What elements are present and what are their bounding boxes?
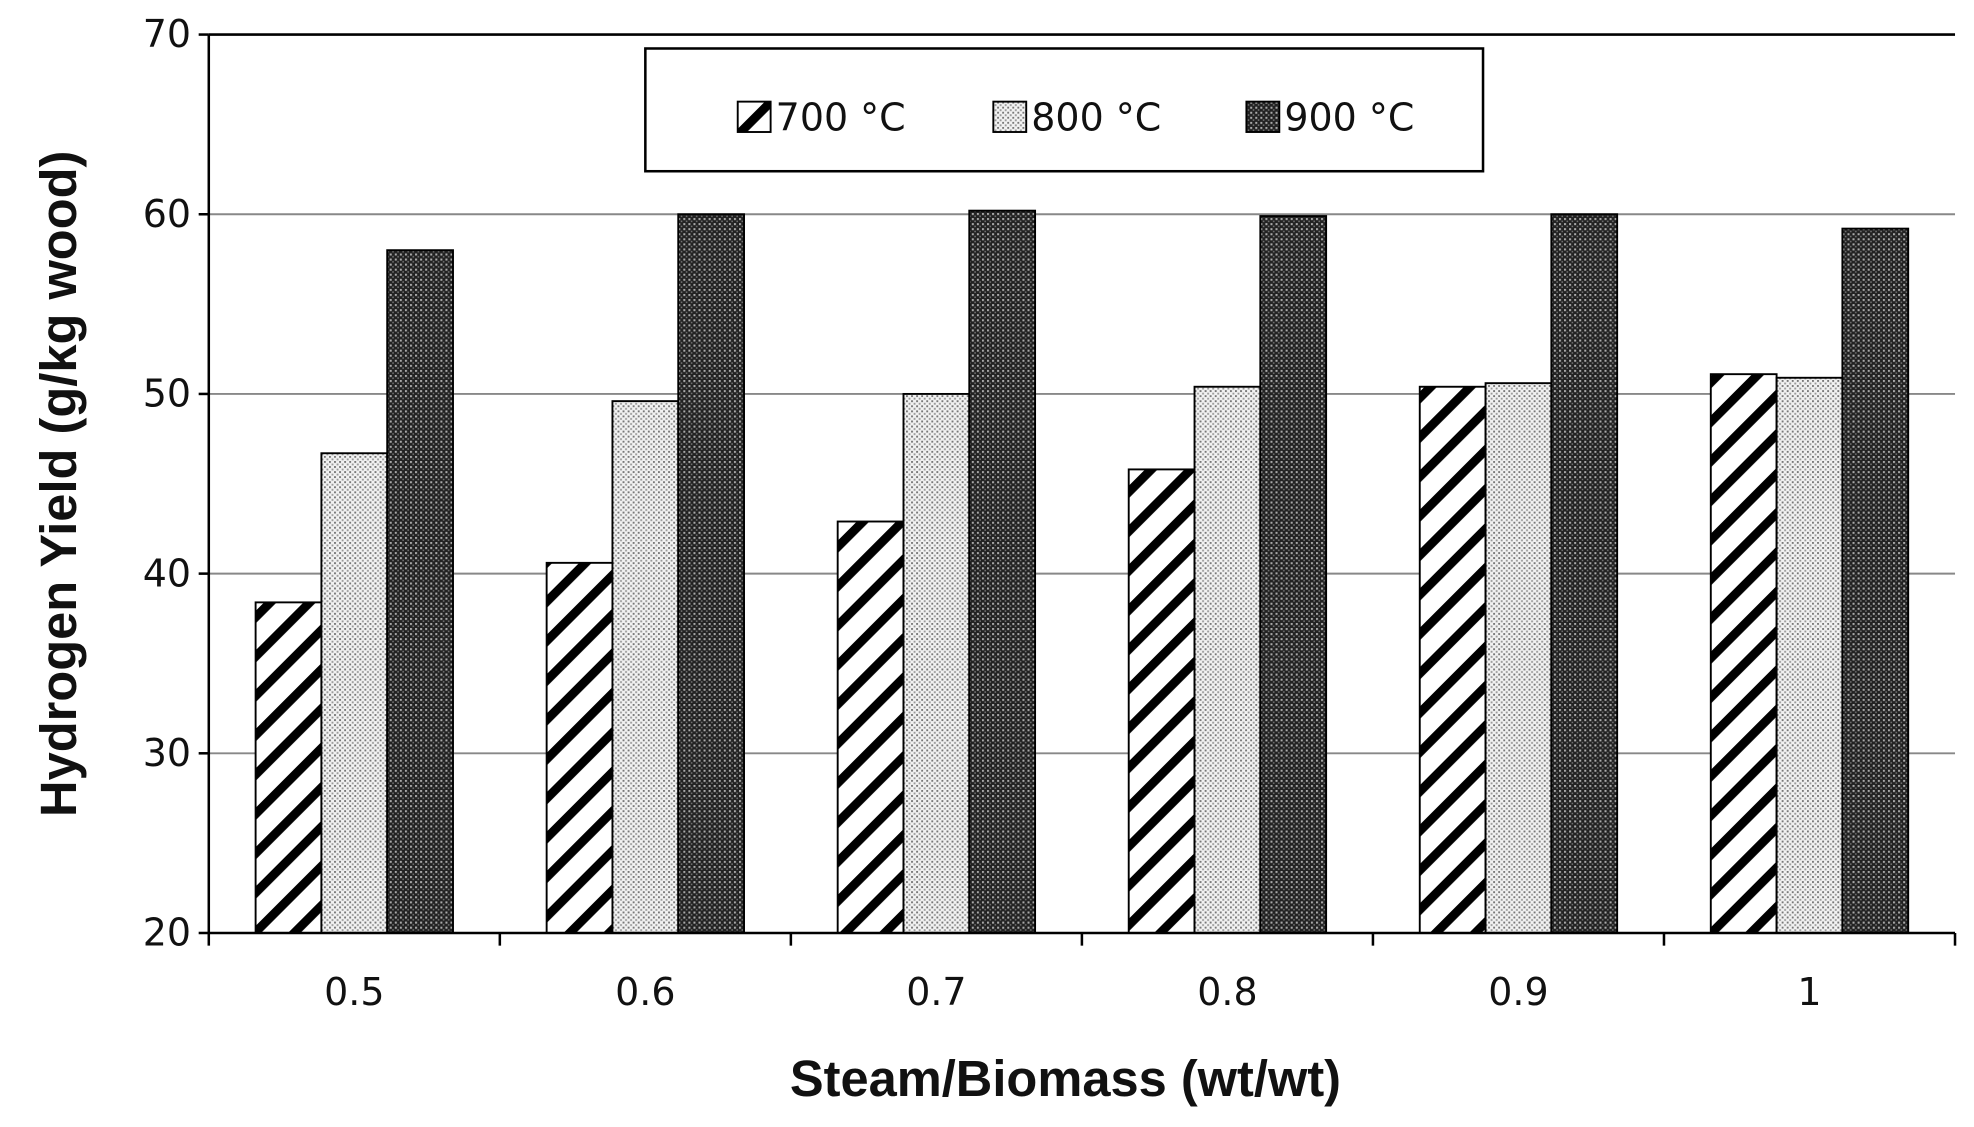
bar-800C-0.5 <box>320 452 389 934</box>
bar-700C-0.8 <box>1127 468 1196 934</box>
bar-900C-0.8 <box>1259 215 1328 934</box>
bar-700C-0.6 <box>545 561 614 934</box>
y-tick-label: 30 <box>143 731 191 775</box>
x-axis-title: Steam/Biomass (wt/wt) <box>790 1050 1341 1107</box>
y-tick-label: 40 <box>143 551 191 595</box>
x-tick-label: 0.7 <box>906 970 966 1014</box>
bar-700C-0.5 <box>254 601 323 934</box>
bar-800C-0.6 <box>611 400 680 934</box>
y-tick-label: 50 <box>143 372 191 416</box>
legend-label: 700 °C <box>776 96 906 140</box>
bar-900C-0.5 <box>386 249 454 934</box>
x-tick-label: 0.9 <box>1488 970 1548 1014</box>
legend: 700 °C 800 °C 900 °C <box>644 47 1485 173</box>
bar-800C-0.8 <box>1193 385 1262 934</box>
legend-swatch <box>992 100 1028 133</box>
y-tick-label: 70 <box>143 12 191 56</box>
legend-label: 800 °C <box>1031 96 1161 140</box>
bar-800C-0.9 <box>1484 382 1553 934</box>
bar-800C-0.7 <box>902 392 971 934</box>
bar-900C-0.9 <box>1550 213 1619 934</box>
x-tick-label: 0.6 <box>615 970 675 1014</box>
bar-700C-1 <box>1709 373 1778 934</box>
bar-900C-1 <box>1841 227 1910 934</box>
bar-900C-0.6 <box>677 213 745 934</box>
bar-900C-0.7 <box>968 209 1037 934</box>
legend-label: 900 °C <box>1284 96 1414 140</box>
bar-700C-0.7 <box>836 520 905 934</box>
x-tick-label: 0.5 <box>324 970 384 1014</box>
y-tick-label: 60 <box>143 192 191 236</box>
y-tick-label: 20 <box>143 911 191 955</box>
y-axis-title: Hydrogen Yield (g/kg wood) <box>30 151 87 817</box>
bar-700C-0.9 <box>1418 385 1487 934</box>
legend-swatch <box>1245 100 1281 133</box>
legend-swatch <box>736 100 772 133</box>
x-tick-label: 0.8 <box>1197 970 1257 1014</box>
bar-800C-1 <box>1775 376 1844 934</box>
x-tick-label: 1 <box>1797 970 1821 1014</box>
